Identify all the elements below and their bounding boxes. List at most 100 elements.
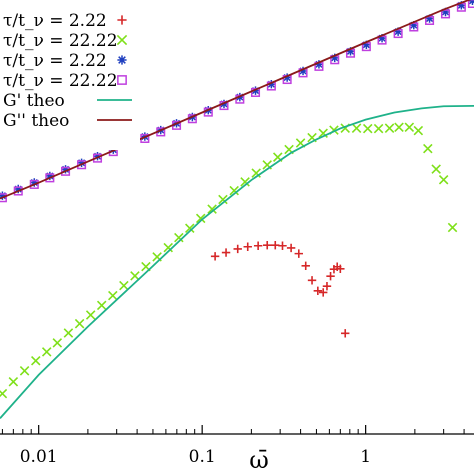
cross-marker [174, 232, 184, 243]
cross-marker [351, 123, 362, 133]
legend-label: G'' theo [3, 111, 69, 131]
x-tick-label: 0.1 [189, 447, 216, 467]
legend-item: τ/t_ν = 2.22 [3, 51, 127, 71]
star-marker [267, 80, 276, 89]
square-marker [29, 179, 39, 189]
plus-marker [294, 249, 303, 258]
cross-marker [404, 122, 415, 133]
x-tick-label: 0.01 [20, 447, 58, 467]
plus-marker [221, 248, 231, 257]
plus-marker [263, 240, 272, 250]
plus-marker [286, 243, 296, 253]
cross-marker [74, 318, 85, 329]
cross-marker [447, 222, 458, 233]
square-marker [45, 173, 55, 183]
square-marker [425, 15, 435, 25]
star-marker [425, 14, 434, 23]
cross-marker [0, 388, 8, 399]
cross-marker [384, 123, 395, 133]
star-marker [409, 20, 418, 30]
theory-curve-5 [0, 105, 474, 419]
plus-marker [319, 288, 328, 297]
star-marker [61, 165, 70, 174]
star-marker [362, 40, 371, 49]
square-marker [440, 9, 451, 19]
star-marker [77, 158, 86, 167]
plus-marker [326, 271, 335, 281]
cross-marker [41, 347, 52, 357]
legend-label: τ/t_ν = 22.22 [3, 71, 118, 91]
cross-marker [318, 128, 328, 139]
legend-background [0, 0, 140, 150]
legend: τ/t_ν = 2.22τ/t_ν = 22.22τ/t_ν = 2.22τ/t… [0, 0, 140, 150]
series-6 [0, 0, 472, 200]
legend-item: G'' theo [3, 111, 132, 131]
star-marker [30, 178, 39, 187]
star-marker [346, 47, 355, 56]
cross-marker [218, 194, 228, 205]
star-marker [45, 171, 55, 181]
cross-marker [185, 223, 195, 234]
legend-item: τ/t_ν = 2.22 [3, 11, 127, 31]
star-marker [330, 53, 339, 63]
star-marker [468, 0, 474, 6]
cross-marker [413, 125, 424, 136]
legend-label: τ/t_ν = 22.22 [3, 31, 118, 51]
plus-marker [210, 252, 220, 261]
square-marker [393, 29, 403, 39]
star-marker [0, 191, 7, 200]
x-axis-label: ω̄ [249, 446, 269, 474]
cross-marker [96, 300, 107, 311]
cross-marker [85, 310, 96, 320]
star-marker [282, 73, 292, 82]
legend-plus-marker [117, 15, 127, 25]
square-marker [77, 160, 87, 170]
legend-item: G' theo [3, 91, 132, 111]
cross-marker [229, 185, 239, 196]
cross-marker [362, 123, 373, 134]
cross-marker [108, 290, 118, 301]
cross-marker [373, 123, 384, 134]
star-marker [93, 152, 102, 161]
legend-cross-marker [116, 34, 128, 46]
cross-marker [195, 213, 206, 224]
square-marker [0, 193, 7, 203]
legend-star-marker [117, 55, 127, 65]
x-ticks: 0.01 0.1 1 [1, 425, 465, 467]
cross-marker [438, 174, 449, 185]
cross-marker [19, 366, 30, 376]
plus-marker [301, 261, 310, 271]
star-marker [377, 33, 387, 43]
star-marker [441, 7, 450, 17]
series-5 [0, 105, 474, 419]
x-tick-label: 1 [360, 447, 371, 467]
cross-marker [119, 280, 129, 291]
legend-label: τ/t_ν = 2.22 [3, 11, 107, 31]
theory-curve-6 [0, 0, 472, 200]
legend-square-marker [117, 75, 127, 85]
cross-marker [63, 328, 74, 338]
cross-marker [240, 177, 250, 187]
square-marker [467, 0, 474, 9]
plus-marker [307, 276, 317, 285]
star-marker [14, 184, 23, 194]
cross-marker [163, 242, 173, 253]
legend-item: τ/t_ν = 22.22 [3, 31, 128, 51]
plus-marker [271, 240, 280, 250]
cross-marker [394, 122, 404, 133]
plus-marker [253, 241, 263, 250]
legend-label: τ/t_ν = 2.22 [3, 51, 107, 71]
plus-marker [336, 264, 345, 273]
series-1 [210, 240, 350, 338]
square-marker [13, 186, 23, 196]
plus-marker [341, 329, 350, 338]
star-marker [314, 60, 324, 69]
cross-marker [52, 338, 63, 348]
star-marker [298, 66, 308, 76]
cross-marker [207, 204, 217, 214]
plus-marker [313, 286, 323, 296]
legend-label: G' theo [3, 91, 65, 111]
cross-marker [8, 376, 19, 387]
square-marker [409, 22, 419, 32]
